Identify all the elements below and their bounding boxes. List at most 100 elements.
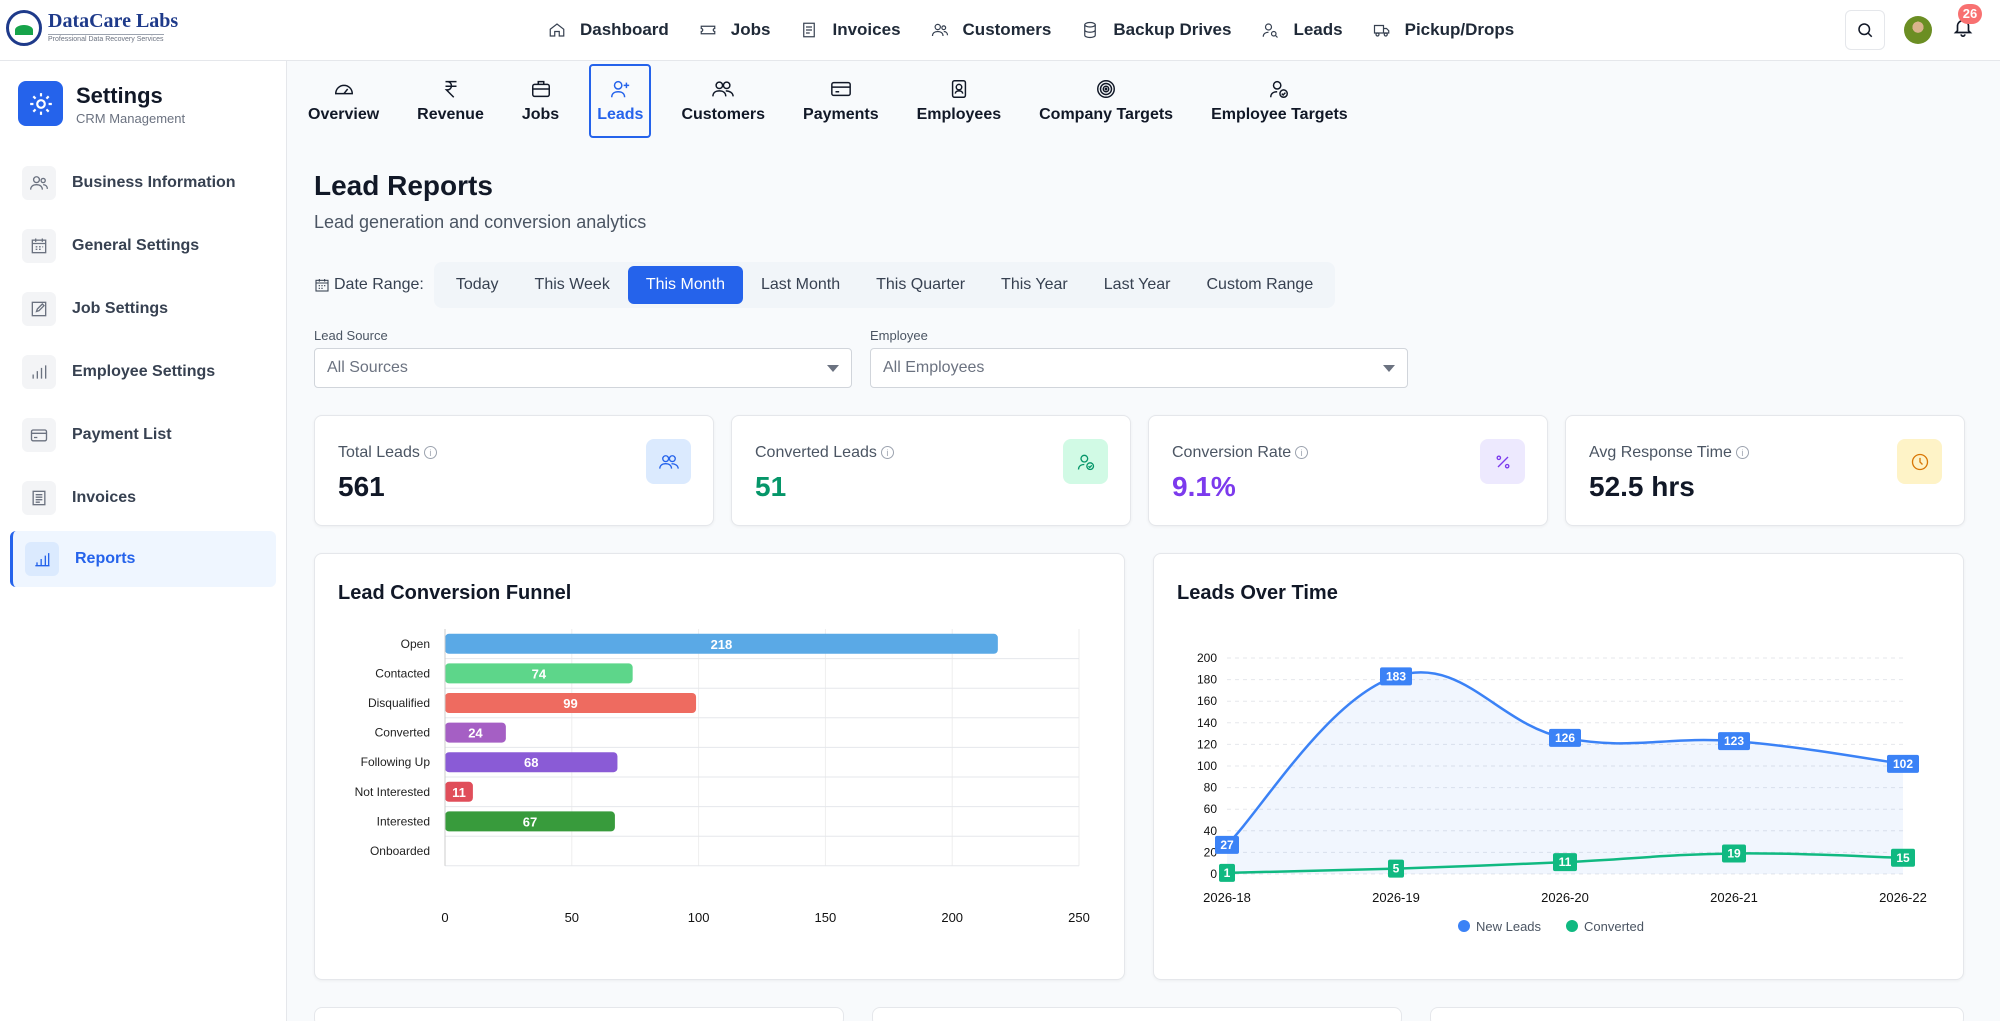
info-icon[interactable]: i (1735, 446, 1749, 459)
y-tick-label: 20 (1204, 845, 1218, 859)
page-subtitle: Lead generation and conversion analytics (314, 212, 647, 232)
sidebar-item-label: Business Information (72, 174, 236, 191)
employee-select[interactable]: All Employees (870, 348, 1408, 388)
sidebar-item-job-settings[interactable]: Job Settings (10, 281, 276, 337)
date-range-today[interactable]: Today (455, 276, 499, 293)
tab-revenue[interactable]: Revenue (409, 64, 492, 138)
data-label: 5 (1393, 862, 1400, 876)
sidebar-item-general-settings[interactable]: General Settings (10, 218, 276, 274)
truck-icon (1373, 24, 1389, 37)
stat-label: Conversion Rate (1172, 444, 1292, 461)
data-label: 74 (532, 666, 547, 681)
leads-over-time-chart: 0 20 40 60 80 100 120 140 160 180 200 2026-18 2026-1… (1197, 651, 1927, 934)
sidebar-item-reports[interactable]: Reports (10, 531, 276, 587)
funnel-bar (445, 663, 633, 684)
x-tick-label: 2026-20 (1541, 890, 1589, 905)
date-range-last-month[interactable]: Last Month (760, 276, 841, 293)
info-icon[interactable]: i (423, 446, 437, 459)
info-icon[interactable]: i (880, 446, 894, 459)
data-label: 24 (468, 726, 483, 741)
lead-source-select[interactable]: All Sources (314, 348, 852, 388)
funnel-bar (445, 811, 615, 832)
stat-card-converted-leads: Converted Leads i 51 (731, 415, 1131, 526)
tab-company-targets[interactable]: Company Targets (1031, 64, 1181, 138)
x-tick-label: 2026-21 (1710, 890, 1758, 905)
nav-leads[interactable]: Leads (1261, 0, 1343, 60)
x-tick-label: 0 (441, 910, 448, 925)
chevron-down-icon (1383, 365, 1395, 372)
data-label-box (1722, 844, 1746, 863)
funnel-bar (445, 752, 618, 773)
brand-logo[interactable]: DataCare Labs Professional Data Recovery… (6, 8, 186, 48)
stat-label: Total Leads (338, 444, 420, 461)
y-tick-label: 100 (1197, 759, 1217, 773)
y-tick-label: Disqualified (368, 696, 430, 710)
data-label: 102 (1893, 757, 1913, 771)
top-navbar: DataCare Labs Professional Data Recovery… (0, 0, 2000, 61)
date-range-this-quarter[interactable]: This Quarter (876, 276, 966, 293)
lead-funnel-card: Lead Conversion Funnel 0 50 100 150 200 250 Op… (314, 553, 1125, 980)
calendar-icon (315, 279, 329, 292)
users-icon (712, 81, 735, 97)
credit-card-icon (30, 429, 48, 442)
nav-label: Leads (1293, 20, 1343, 39)
sidebar-item-invoices[interactable]: Invoices (10, 470, 276, 526)
users-icon (658, 454, 679, 469)
lead-source-value: All Sources (327, 359, 408, 376)
nav-pickup-drops[interactable]: Pickup/Drops (1373, 0, 1514, 60)
y-tick-label: Not Interested (355, 785, 430, 799)
stat-icon-box (1480, 439, 1525, 484)
x-tick-label: 250 (1068, 910, 1090, 925)
stat-icon-box (1063, 439, 1108, 484)
tab-label: Revenue (417, 106, 484, 123)
x-tick-label: 200 (941, 910, 963, 925)
main-nav: Dashboard Jobs Invoices Customers Backup… (548, 0, 1544, 60)
document-icon (32, 490, 46, 506)
sidebar-subtitle: CRM Management (76, 111, 186, 126)
data-label: 68 (524, 755, 538, 770)
sidebar-item-business-information[interactable]: Business Information (10, 155, 276, 211)
date-range-options: Today This Week This Month Last Month This Q… (433, 262, 1336, 308)
search-button[interactable] (1845, 10, 1885, 50)
sidebar-item-employee-settings[interactable]: Employee Settings (10, 344, 276, 400)
date-range-this-year[interactable]: This Year (1001, 276, 1068, 293)
stat-card-conversion-rate: Conversion Rate i 9.1% (1148, 415, 1548, 526)
data-label: 27 (1220, 838, 1234, 852)
bottom-card (872, 1007, 1402, 1021)
date-range-this-week[interactable]: This Week (534, 276, 610, 293)
tab-label: Payments (803, 106, 879, 123)
tab-label: Leads (597, 106, 644, 123)
data-label-box (1219, 863, 1235, 882)
x-tick-label: 2026-18 (1203, 890, 1251, 905)
tab-employee-targets[interactable]: Employee Targets (1203, 64, 1356, 138)
date-range-custom-range[interactable]: Custom Range (1206, 276, 1314, 293)
sidebar-item-payment-list[interactable]: Payment List (10, 407, 276, 463)
nav-customers[interactable]: Customers (931, 0, 1051, 60)
database-icon (1084, 21, 1097, 39)
x-tick-label: 50 (565, 910, 579, 925)
tab-leads[interactable]: Leads (589, 64, 652, 138)
sidebar-item-label: Employee Settings (72, 363, 216, 380)
tab-payments[interactable]: Payments (795, 64, 887, 138)
y-tick-label: 200 (1197, 651, 1217, 665)
nav-invoices[interactable]: Invoices (800, 0, 901, 60)
date-range-this-month[interactable]: This Month (627, 266, 743, 304)
info-icon[interactable]: i (1295, 446, 1309, 459)
nav-backup-drives[interactable]: Backup Drives (1081, 0, 1231, 60)
nav-label: Invoices (832, 20, 901, 39)
nav-dashboard[interactable]: Dashboard (548, 0, 669, 60)
tab-overview[interactable]: Overview (300, 64, 387, 138)
funnel-bar (445, 722, 506, 743)
tab-jobs[interactable]: Jobs (514, 64, 567, 138)
legend-marker (1458, 920, 1470, 932)
date-range-last-year[interactable]: Last Year (1103, 276, 1171, 293)
y-tick-label: Open (401, 637, 430, 651)
data-label: 126 (1555, 731, 1575, 745)
users-icon (30, 176, 48, 190)
bottom-card (1430, 1007, 1964, 1021)
nav-jobs[interactable]: Jobs (699, 0, 770, 60)
funnel-bar (445, 693, 697, 713)
tab-customers[interactable]: Customers (673, 64, 773, 138)
tab-employees[interactable]: Employees (909, 64, 1009, 138)
avatar[interactable] (1904, 16, 1932, 44)
